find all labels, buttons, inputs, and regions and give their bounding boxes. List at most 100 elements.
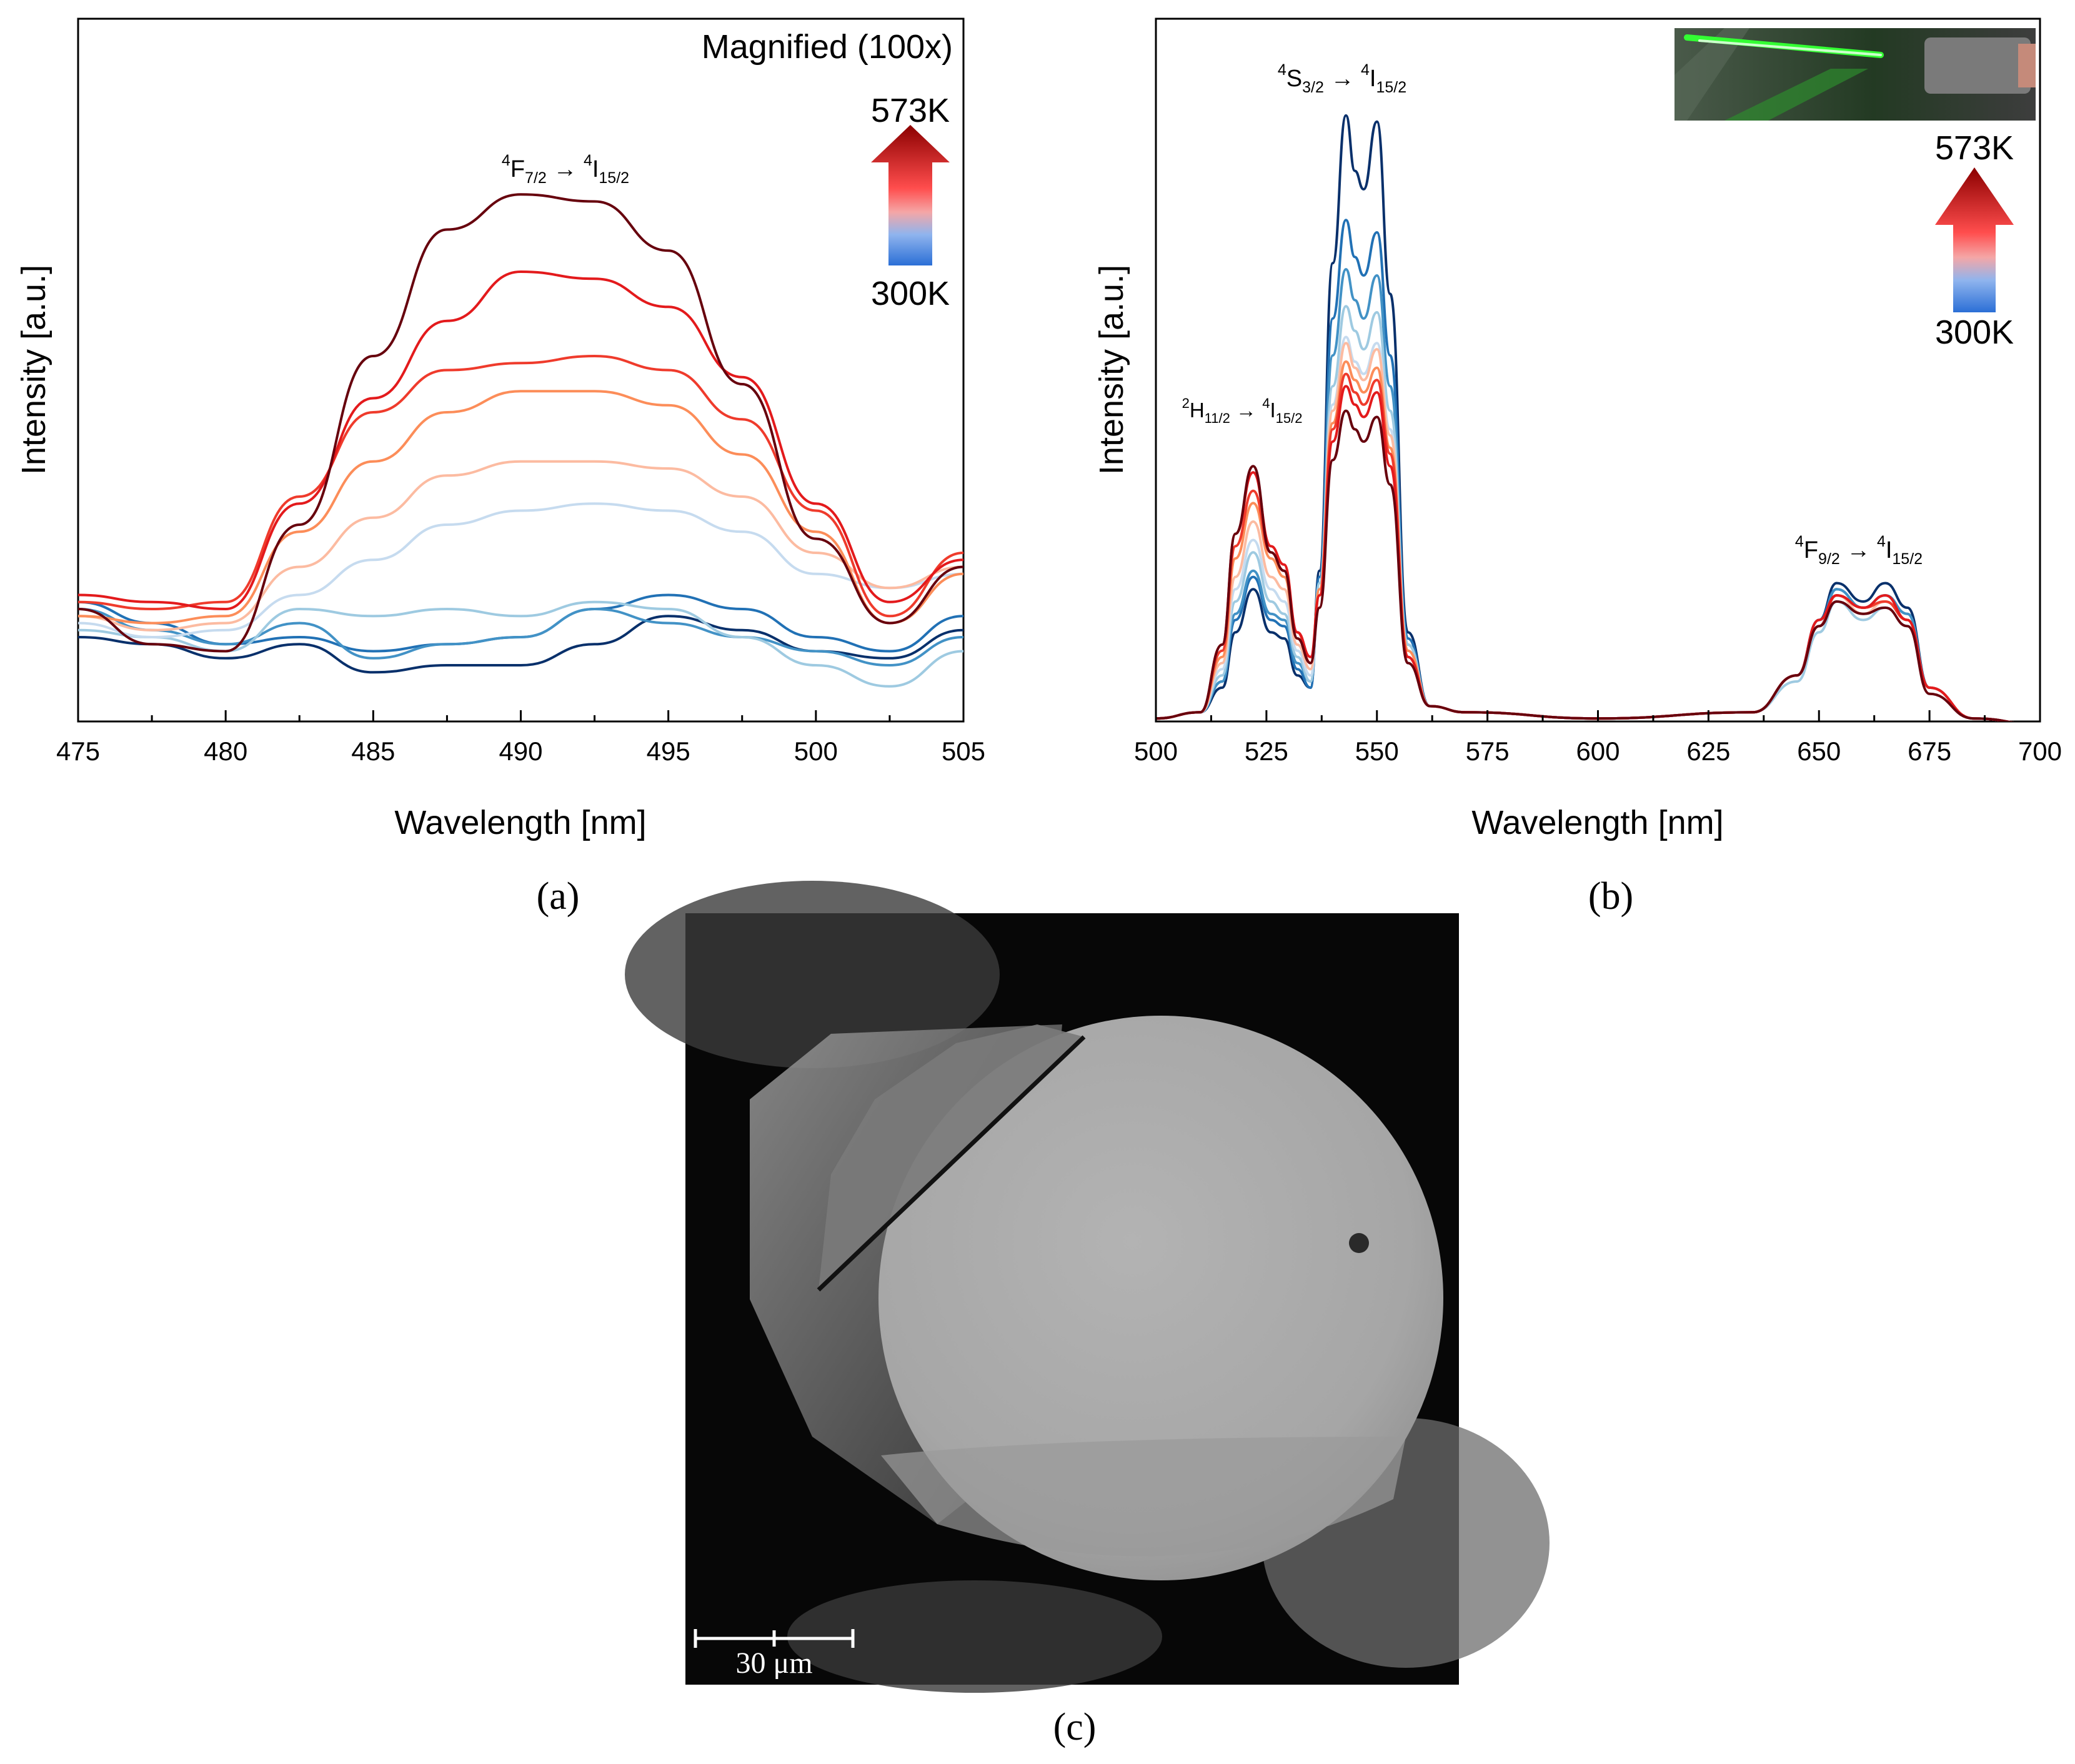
panel-a-x-ticks: 475 480 485 490 495 500 505 [56, 710, 985, 766]
temperature-arrow-icon [871, 125, 950, 265]
panel-b-legend-hot: 573K [1935, 129, 2014, 167]
transition-lower: 4 [1877, 533, 1886, 550]
inset-photo-fiber-holder [1924, 37, 2031, 94]
transition-arrow: → [1236, 399, 1256, 422]
panel-b-ylabel: Intensity [a.u.] [1093, 265, 1130, 475]
transition-left-sub: 11/2 [1205, 410, 1230, 426]
x-tick-label: 500 [794, 736, 838, 766]
sem-textured-region [881, 1437, 1406, 1557]
transition-right-symbol: I [1886, 537, 1893, 563]
panel-c: 30 μm (c) [625, 881, 1550, 1748]
panel-b-transition-h: 2H11/2 → 4I15/2 [1182, 395, 1303, 426]
x-tick-label: 500 [1134, 736, 1178, 766]
series-line-510k [78, 355, 963, 618]
panel-a: 475 480 485 490 495 500 505 Wavelength [nm] In… [15, 17, 985, 918]
series-line-573k [1156, 409, 2014, 721]
series-line-360k [1156, 268, 2014, 721]
x-tick-label: 475 [56, 736, 100, 766]
panel-a-series [78, 193, 963, 688]
transition-upper: 2 [1182, 395, 1190, 411]
transition-left-symbol: F [510, 156, 525, 182]
panel-b-legend-cold: 300K [1935, 314, 2014, 351]
panel-b-transition-s: 4S3/2 → 4I15/2 [1278, 61, 1406, 96]
transition-space2 [1870, 537, 1877, 563]
transition-right-symbol: I [592, 156, 599, 182]
x-tick-label: 525 [1245, 736, 1288, 766]
inset-photo-reflection [1674, 28, 1749, 121]
series-line-360k [78, 608, 963, 666]
transition-space [1840, 537, 1847, 563]
transition-arrow: → [553, 156, 577, 182]
transition-right-symbol: I [1370, 66, 1376, 92]
panel-a-caption: (a) [537, 875, 580, 918]
transition-space2 [577, 156, 584, 182]
panel-c-caption: (c) [1053, 1706, 1097, 1748]
panel-a-magnified-note: Magnified (100x) [702, 28, 953, 66]
x-tick-label: 550 [1355, 736, 1399, 766]
transition-arrow: → [1846, 537, 1870, 563]
sem-particle [1349, 1233, 1369, 1253]
x-tick-label: 625 [1686, 736, 1730, 766]
transition-left-sub: 9/2 [1818, 550, 1840, 568]
series-line-420k [78, 502, 963, 638]
x-tick-label: 675 [1908, 736, 1951, 766]
series-line-540k [78, 270, 963, 610]
transition-left-symbol: S [1286, 66, 1302, 92]
transition-space [1230, 399, 1236, 422]
transition-arrow: → [1330, 66, 1354, 92]
transition-left-sub: 3/2 [1302, 79, 1324, 96]
x-tick-label: 495 [647, 736, 690, 766]
x-tick-label: 600 [1576, 736, 1620, 766]
transition-left-symbol: F [1804, 537, 1818, 563]
temperature-arrow-icon [1935, 167, 2014, 312]
transition-space [1324, 66, 1331, 92]
transition-upper: 4 [1795, 533, 1804, 550]
x-tick-label: 480 [204, 736, 247, 766]
panel-a-legend-cold: 300K [871, 275, 950, 312]
series-line-300k [1156, 114, 2014, 721]
transition-space [547, 156, 554, 182]
series-line-450k [78, 460, 963, 632]
scale-bar-label: 30 μm [735, 1647, 812, 1680]
sem-fracture-region [819, 1024, 1084, 1290]
panel-b-transition-f: 4F9/2 → 4I15/2 [1795, 533, 1923, 568]
sem-scale-bar: 30 μm [694, 1629, 855, 1680]
transition-lower: 4 [1262, 395, 1270, 411]
series-line-390k [1156, 305, 2014, 721]
x-tick-label: 485 [351, 736, 395, 766]
series-line-450k [1156, 342, 2014, 721]
sem-background-blob [787, 1580, 1162, 1693]
panel-a-legend-hot: 573K [871, 92, 950, 129]
inset-photo-green-glow [1724, 69, 1868, 121]
panel-b-caption: (b) [1588, 875, 1633, 918]
x-tick-label: 490 [499, 736, 542, 766]
panel-b-x-ticks: 500 525 550 575 600 625 650 675 700 [1134, 710, 2062, 766]
sem-crack [817, 1035, 1086, 1292]
panel-b-series [1156, 114, 2014, 721]
transition-space2 [1354, 66, 1361, 92]
series-line-510k [1156, 372, 2014, 721]
transition-upper: 4 [502, 152, 510, 169]
panel-a-transition-label: 4F7/2 → 4I15/2 [502, 152, 629, 187]
x-tick-label: 700 [2018, 736, 2062, 766]
panel-a-xlabel: Wavelength [nm] [394, 804, 646, 841]
x-tick-label: 650 [1797, 736, 1841, 766]
panel-b-inset-photo [1674, 28, 2036, 121]
panel-a-temperature-arrow: 573K 300K [871, 92, 950, 312]
panel-b-xlabel: Wavelength [nm] [1471, 804, 1723, 841]
transition-lower: 4 [584, 152, 592, 169]
transition-left-sub: 7/2 [525, 169, 547, 187]
transition-space2 [1256, 399, 1262, 422]
series-line-420k [1156, 335, 2014, 721]
x-tick-label: 575 [1466, 736, 1510, 766]
transition-right-symbol: I [1270, 399, 1275, 422]
transition-left-symbol: H [1190, 399, 1205, 422]
transition-right-sub: 15/2 [1376, 79, 1406, 96]
transition-lower: 4 [1361, 61, 1370, 79]
panel-b-temperature-arrow: 573K 300K [1935, 129, 2014, 351]
transition-upper: 4 [1278, 61, 1286, 79]
panel-b: 500 525 550 575 600 625 650 675 700 Wavelength [… [1093, 17, 2062, 918]
transition-right-sub: 15/2 [1892, 550, 1923, 568]
series-line-573k [78, 193, 963, 653]
